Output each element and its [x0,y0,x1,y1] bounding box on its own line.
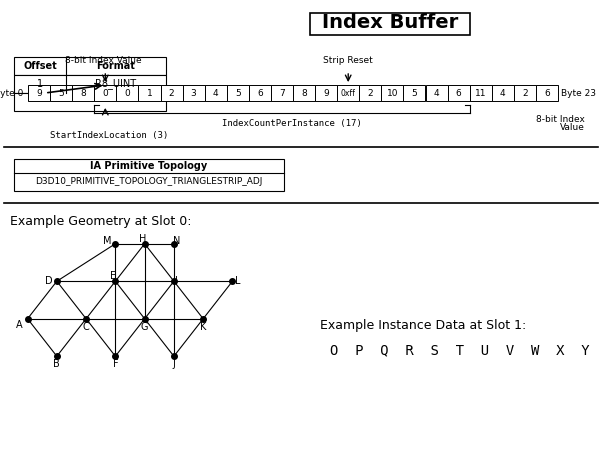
Text: 2: 2 [169,88,175,98]
Text: 4: 4 [500,88,506,98]
FancyBboxPatch shape [161,85,182,101]
Text: 6: 6 [544,88,550,98]
Text: 9: 9 [36,88,42,98]
Text: 5: 5 [58,88,64,98]
Text: 4: 4 [213,88,219,98]
Text: 6: 6 [456,88,462,98]
Text: 2: 2 [367,88,373,98]
Text: O  P  Q  R  S  T  U  V  W  X  Y  Z: O P Q R S T U V W X Y Z [330,343,602,357]
Text: C: C [82,322,90,332]
Text: 0xff: 0xff [341,88,356,98]
Text: 5: 5 [412,88,417,98]
Text: 5: 5 [235,88,241,98]
Text: G: G [141,322,148,332]
Text: D3D10_PRIMITIVE_TOPOLOGY_TRIANGLESTRIP_ADJ: D3D10_PRIMITIVE_TOPOLOGY_TRIANGLESTRIP_A… [36,178,262,186]
Text: 1: 1 [146,88,152,98]
FancyBboxPatch shape [14,57,166,75]
Text: 1: 1 [37,79,43,89]
Text: R8_UINT: R8_UINT [96,79,137,89]
Text: 10: 10 [386,88,398,98]
FancyBboxPatch shape [116,85,138,101]
FancyBboxPatch shape [514,85,536,101]
FancyBboxPatch shape [205,85,227,101]
Text: 4: 4 [433,88,439,98]
FancyBboxPatch shape [14,93,166,111]
Text: IA Primitive Topology: IA Primitive Topology [90,161,208,171]
FancyBboxPatch shape [470,85,492,101]
Text: 8: 8 [80,88,86,98]
Text: N: N [173,236,181,246]
Text: Format: Format [96,61,135,71]
Text: 8-bit Index: 8-bit Index [536,115,585,124]
Text: Offset: Offset [23,61,57,71]
Text: M: M [103,236,111,246]
FancyBboxPatch shape [138,85,161,101]
Text: Value: Value [560,123,585,132]
FancyBboxPatch shape [447,85,470,101]
Text: E: E [110,271,116,281]
Text: 3: 3 [191,88,196,98]
Text: Example Geometry at Slot 0:: Example Geometry at Slot 0: [10,215,191,228]
FancyBboxPatch shape [271,85,293,101]
FancyBboxPatch shape [182,85,205,101]
FancyBboxPatch shape [426,85,447,101]
Text: 0: 0 [102,88,108,98]
FancyBboxPatch shape [249,85,271,101]
Text: K: K [200,322,206,332]
Text: I: I [175,276,178,286]
Text: 11: 11 [475,88,486,98]
FancyBboxPatch shape [381,85,403,101]
Text: 8-bit Index Value: 8-bit Index Value [65,56,141,65]
FancyBboxPatch shape [293,85,315,101]
Text: IndexCountPerInstance (17): IndexCountPerInstance (17) [222,119,362,128]
Text: 9: 9 [323,88,329,98]
FancyBboxPatch shape [315,85,337,101]
Text: A: A [16,320,23,330]
Text: Byte 23: Byte 23 [561,88,596,98]
Text: Example Instance Data at Slot 1:: Example Instance Data at Slot 1: [320,319,526,332]
FancyBboxPatch shape [95,85,116,101]
FancyBboxPatch shape [403,85,426,101]
Text: 8: 8 [301,88,307,98]
FancyBboxPatch shape [227,85,249,101]
Text: 6: 6 [257,88,262,98]
Text: Index Buffer: Index Buffer [322,13,458,33]
FancyBboxPatch shape [28,85,50,101]
FancyBboxPatch shape [337,85,359,101]
Text: F: F [113,359,118,369]
Text: 0: 0 [125,88,130,98]
FancyBboxPatch shape [536,85,558,101]
FancyBboxPatch shape [50,85,72,101]
FancyBboxPatch shape [14,75,166,93]
Text: 7: 7 [279,88,285,98]
FancyBboxPatch shape [359,85,381,101]
Text: H: H [139,234,146,244]
FancyBboxPatch shape [14,159,284,191]
Text: Byte 0: Byte 0 [0,88,23,98]
Text: L: L [235,276,240,286]
FancyBboxPatch shape [72,85,95,101]
FancyBboxPatch shape [492,85,514,101]
Text: 2: 2 [522,88,528,98]
FancyBboxPatch shape [310,13,470,35]
Text: J: J [172,359,175,369]
Text: Strip Reset: Strip Reset [323,56,373,65]
Text: D: D [45,276,52,286]
Text: B: B [54,359,60,369]
Text: StartIndexLocation (3): StartIndexLocation (3) [50,131,169,140]
